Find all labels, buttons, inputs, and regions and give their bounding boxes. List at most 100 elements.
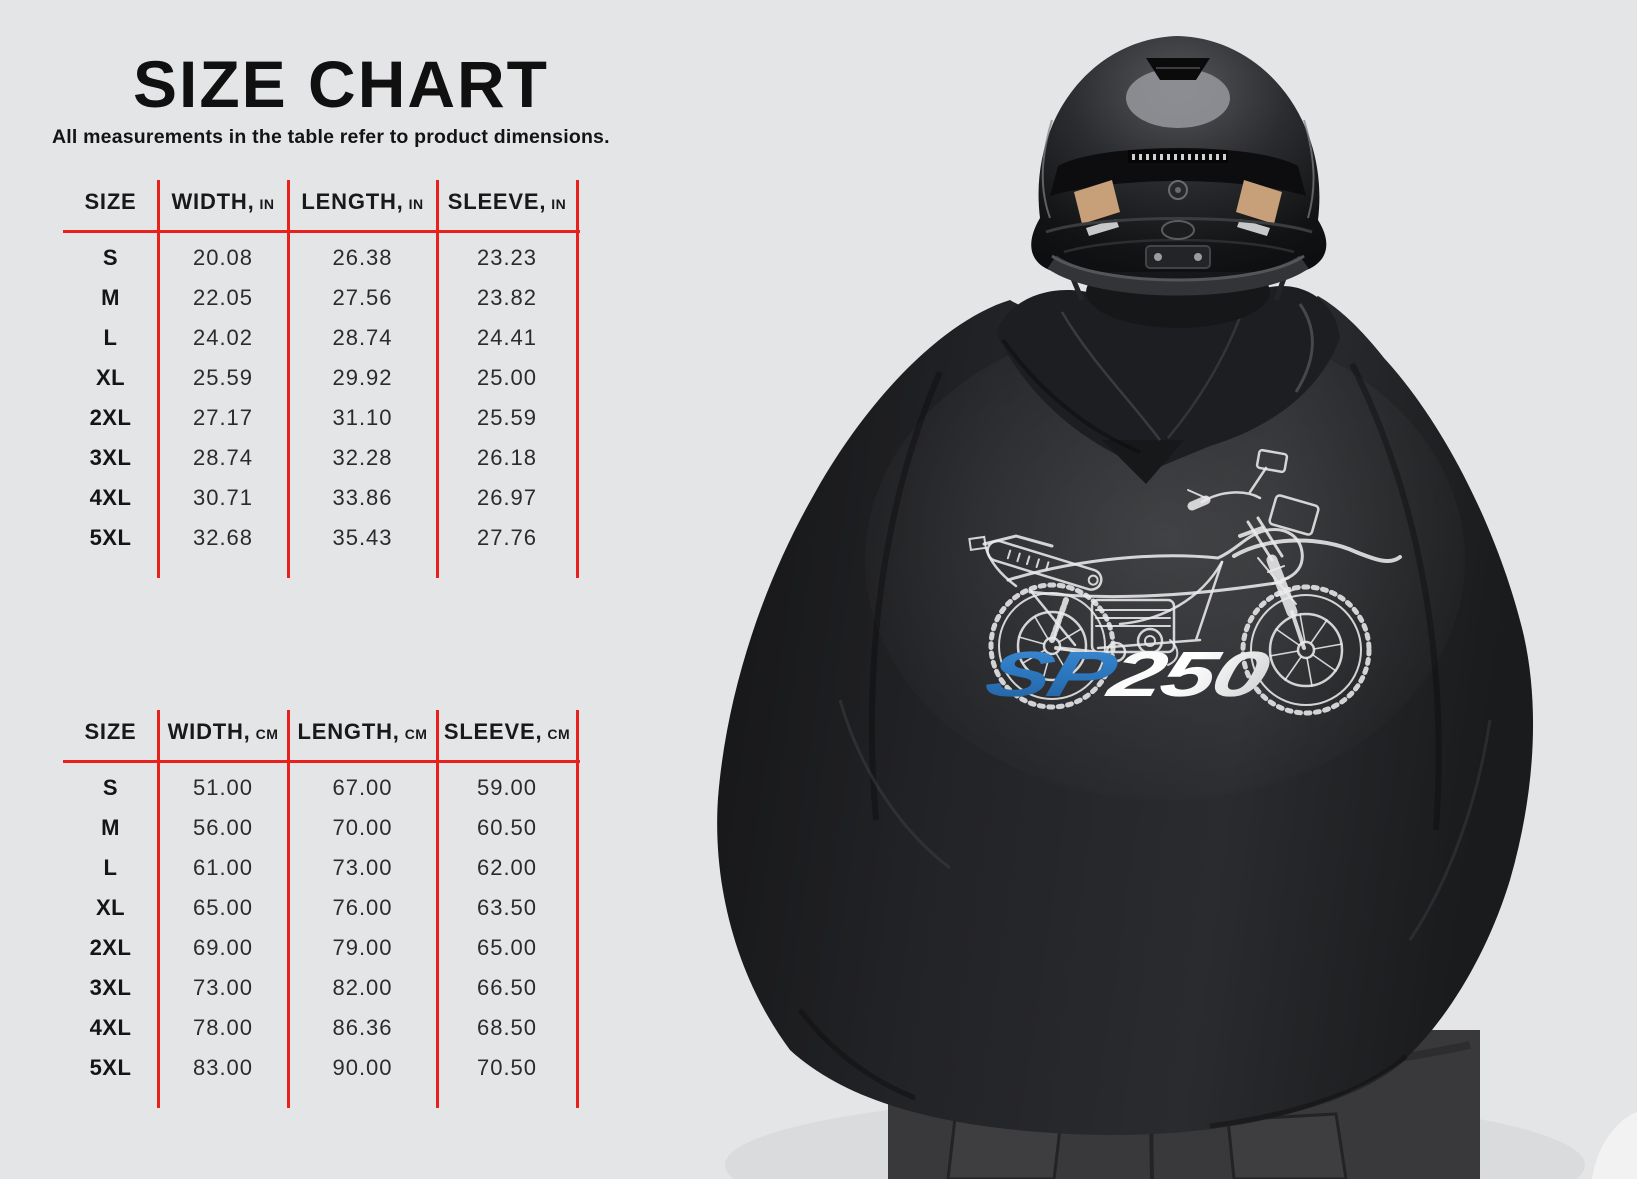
table-divider [576, 710, 579, 1108]
value-cell: 31.10 [332, 405, 393, 430]
value-cell: 66.50 [476, 975, 538, 1000]
column-header-sleeve: SLEEVE, CM [443, 719, 571, 744]
column-header-width: WIDTH, CM [167, 719, 279, 744]
size-cell: S [102, 775, 119, 800]
page-title: SIZE CHART [133, 47, 549, 121]
table-header-rule [63, 760, 580, 763]
svg-text:SP250: SP250 [978, 638, 1277, 710]
size-cell: L [103, 325, 118, 350]
table-header-row: SIZE WIDTH, CM LENGTH, CM SLEEVE, CM [63, 696, 583, 760]
value-cell: 26.38 [332, 245, 393, 270]
table-row: M 22.05 27.56 23.82 [63, 278, 583, 318]
size-table-inches: SIZE WIDTH, IN LENGTH, IN SLEEVE, IN S 20.08… [63, 166, 583, 586]
hood [996, 261, 1340, 484]
value-cell: 78.00 [192, 1015, 254, 1040]
table-header-row: SIZE WIDTH, IN LENGTH, IN SLEEVE, IN [63, 166, 583, 230]
size-cell: 5XL [89, 1055, 132, 1080]
table-row: 3XL 73.00 82.00 66.50 [63, 968, 583, 1008]
value-cell: 26.18 [476, 445, 538, 470]
value-cell: 25.59 [192, 365, 254, 390]
size-cell: 4XL [89, 485, 132, 510]
value-cell: 32.68 [192, 525, 254, 550]
table-row: S 51.00 67.00 59.00 [63, 768, 583, 808]
value-cell: 23.23 [476, 245, 538, 270]
reflector-right [1236, 180, 1282, 224]
value-cell: 61.00 [192, 855, 254, 880]
value-cell: 73.00 [332, 855, 393, 880]
goggle-strap [1047, 255, 1309, 296]
value-cell: 67.00 [332, 775, 393, 800]
size-cell: S [102, 245, 119, 270]
value-cell: 73.00 [192, 975, 254, 1000]
value-cell: 70.00 [332, 815, 393, 840]
size-cell: XL [95, 895, 126, 920]
value-cell: 62.00 [476, 855, 538, 880]
helmet [1031, 36, 1327, 328]
front-wheel [1240, 584, 1372, 716]
table-divider [157, 710, 160, 1108]
table-divider [287, 180, 290, 578]
value-cell: 79.00 [332, 935, 393, 960]
table-row: 4XL 30.71 33.86 26.97 [63, 478, 583, 518]
value-cell: 32.28 [332, 445, 393, 470]
value-cell: 51.00 [192, 775, 254, 800]
table-divider [436, 710, 439, 1108]
value-cell: 76.00 [332, 895, 393, 920]
value-cell: 22.05 [192, 285, 254, 310]
logo-250: 250 [1100, 638, 1277, 710]
table-row: 5XL 83.00 90.00 70.50 [63, 1048, 583, 1088]
table-row: L 24.02 28.74 24.41 [63, 318, 583, 358]
reflector-left [1074, 180, 1120, 224]
value-cell: 65.00 [192, 895, 254, 920]
column-header-sleeve: SLEEVE, IN [447, 189, 567, 214]
table-row: XL 65.00 76.00 63.50 [63, 888, 583, 928]
value-cell: 59.00 [476, 775, 538, 800]
value-cell: 28.74 [192, 445, 254, 470]
corner-highlight [1592, 1112, 1637, 1179]
column-header-size: SIZE [84, 719, 137, 744]
value-cell: 26.97 [476, 485, 538, 510]
size-table-centimeters: SIZE WIDTH, CM LENGTH, CM SLEEVE, CM S 51.00… [63, 696, 583, 1116]
value-cell: 60.50 [476, 815, 538, 840]
value-cell: 83.00 [192, 1055, 254, 1080]
table-divider [287, 710, 290, 1108]
table-divider [436, 180, 439, 578]
column-header-size: SIZE [84, 189, 137, 214]
table-row: 5XL 32.68 35.43 27.76 [63, 518, 583, 558]
value-cell: 23.82 [476, 285, 538, 310]
size-cell: 3XL [89, 445, 132, 470]
table-row: 3XL 28.74 32.28 26.18 [63, 438, 583, 478]
size-cell: 5XL [89, 525, 132, 550]
value-cell: 56.00 [192, 815, 254, 840]
size-cell: 4XL [89, 1015, 132, 1040]
logo-sp: SP [978, 638, 1124, 710]
value-cell: 35.43 [332, 525, 393, 550]
value-cell: 68.50 [476, 1015, 538, 1040]
value-cell: 70.50 [476, 1055, 538, 1080]
table-divider [576, 180, 579, 578]
table-body: S 51.00 67.00 59.00 M 56.00 70.00 60.50 L 61.00 73… [63, 760, 583, 1088]
value-cell: 65.00 [476, 935, 538, 960]
helmet-emblem [1168, 180, 1188, 200]
value-cell: 25.00 [476, 365, 538, 390]
value-cell: 69.00 [192, 935, 254, 960]
value-cell: 27.56 [332, 285, 393, 310]
table-row: M 56.00 70.00 60.50 [63, 808, 583, 848]
table-header-rule [63, 230, 580, 233]
size-cell: M [101, 815, 120, 840]
column-header-width: WIDTH, IN [171, 189, 275, 214]
table-row: 2XL 69.00 79.00 65.00 [63, 928, 583, 968]
hoodie [717, 296, 1534, 1136]
strap-buckle [1145, 245, 1211, 269]
value-cell: 33.86 [332, 485, 393, 510]
size-cell: 2XL [89, 405, 132, 430]
value-cell: 29.92 [332, 365, 393, 390]
value-cell: 20.08 [192, 245, 254, 270]
size-cell: XL [95, 365, 126, 390]
page-subtitle: All measurements in the table refer to p… [52, 126, 610, 148]
size-cell: M [101, 285, 120, 310]
value-cell: 24.02 [192, 325, 254, 350]
exhaust [986, 539, 1103, 591]
helmet-highlight [1126, 68, 1230, 128]
